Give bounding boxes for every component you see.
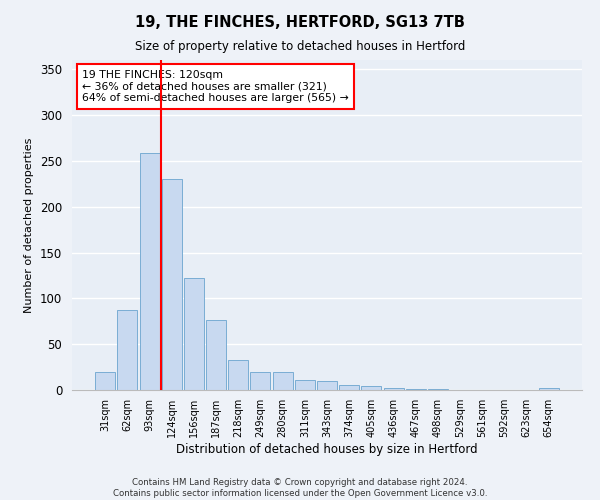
Bar <box>317 381 337 390</box>
Text: 19 THE FINCHES: 120sqm
← 36% of detached houses are smaller (321)
64% of semi-de: 19 THE FINCHES: 120sqm ← 36% of detached… <box>82 70 349 103</box>
Text: Contains HM Land Registry data © Crown copyright and database right 2024.
Contai: Contains HM Land Registry data © Crown c… <box>113 478 487 498</box>
Bar <box>339 386 359 390</box>
Bar <box>383 388 404 390</box>
Bar <box>228 360 248 390</box>
Text: Size of property relative to detached houses in Hertford: Size of property relative to detached ho… <box>135 40 465 53</box>
Text: 19, THE FINCHES, HERTFORD, SG13 7TB: 19, THE FINCHES, HERTFORD, SG13 7TB <box>135 15 465 30</box>
Bar <box>428 389 448 390</box>
Bar <box>206 320 226 390</box>
Y-axis label: Number of detached properties: Number of detached properties <box>25 138 34 312</box>
Bar <box>95 372 115 390</box>
Bar <box>539 388 559 390</box>
Bar <box>162 179 182 390</box>
Bar <box>406 389 426 390</box>
Bar <box>361 386 382 390</box>
Bar <box>295 380 315 390</box>
Bar <box>184 278 204 390</box>
Bar <box>272 372 293 390</box>
X-axis label: Distribution of detached houses by size in Hertford: Distribution of detached houses by size … <box>176 442 478 456</box>
Bar <box>140 154 160 390</box>
Bar <box>118 310 137 390</box>
Bar <box>250 372 271 390</box>
